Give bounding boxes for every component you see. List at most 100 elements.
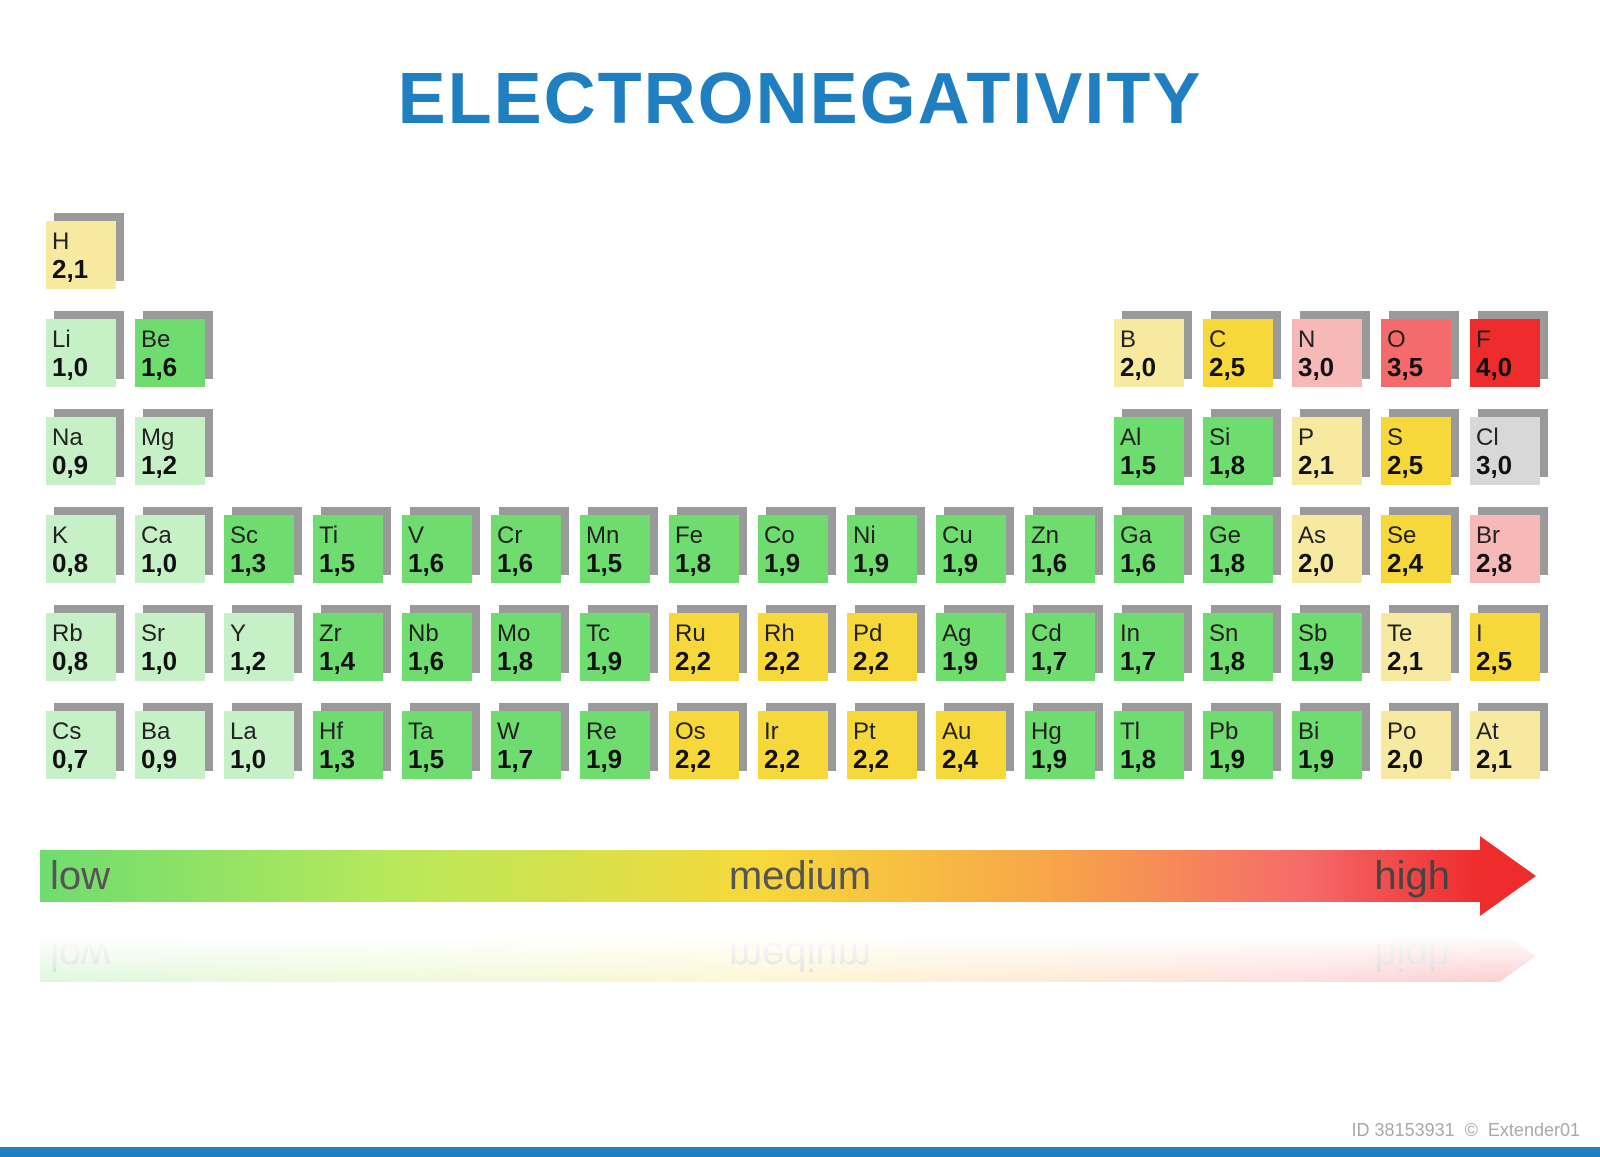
cell-slot: Ir2,2: [752, 705, 841, 803]
element-symbol: Au: [942, 719, 1000, 744]
image-credit: ID 38153931 © Extender01: [1352, 1120, 1580, 1141]
credit-author: Extender01: [1488, 1120, 1580, 1140]
element-cell-be: Be1,6: [135, 319, 205, 387]
element-cell-si: Si1,8: [1203, 417, 1273, 485]
element-cell-au: Au2,4: [936, 711, 1006, 779]
element-cell-ti: Ti1,5: [313, 515, 383, 583]
element-symbol: Tl: [1120, 719, 1178, 744]
element-cell-al: Al1,5: [1114, 417, 1184, 485]
cell-face: Pb1,9: [1203, 711, 1273, 779]
cell-slot: Tc1,9: [574, 607, 663, 705]
element-value: 2,2: [853, 648, 911, 675]
element-symbol: Ru: [675, 621, 733, 646]
cell-face: Hg1,9: [1025, 711, 1095, 779]
page-title: ELECTRONEGATIVITY: [0, 58, 1600, 140]
cell-slot: [1019, 411, 1108, 509]
cell-slot: [218, 411, 307, 509]
element-cell-c: C2,5: [1203, 319, 1273, 387]
element-symbol: At: [1476, 719, 1534, 744]
element-value: 1,9: [1298, 648, 1356, 675]
cell-face: Ba0,9: [135, 711, 205, 779]
element-symbol: Sc: [230, 523, 288, 548]
cell-face: V1,6: [402, 515, 472, 583]
element-symbol: Ge: [1209, 523, 1267, 548]
cell-slot: [930, 313, 1019, 411]
element-symbol: Hf: [319, 719, 377, 744]
element-symbol: Se: [1387, 523, 1445, 548]
element-cell-rh: Rh2,2: [758, 613, 828, 681]
element-symbol: Fe: [675, 523, 733, 548]
element-symbol: Cs: [52, 719, 110, 744]
cell-slot: Sn1,8: [1197, 607, 1286, 705]
element-value: 1,4: [319, 648, 377, 675]
element-value: 1,9: [1298, 746, 1356, 773]
element-cell-cr: Cr1,6: [491, 515, 561, 583]
cell-slot: Nb1,6: [396, 607, 485, 705]
element-cell-mn: Mn1,5: [580, 515, 650, 583]
cell-face: C2,5: [1203, 319, 1273, 387]
cell-slot: [1464, 215, 1553, 313]
element-value: 1,8: [497, 648, 555, 675]
element-symbol: W: [497, 719, 555, 744]
element-cell-ba: Ba0,9: [135, 711, 205, 779]
cell-slot: W1,7: [485, 705, 574, 803]
element-symbol: Br: [1476, 523, 1534, 548]
element-value: 1,5: [319, 550, 377, 577]
element-value: 1,9: [764, 550, 822, 577]
element-symbol: Mg: [141, 425, 199, 450]
cell-slot: [1019, 313, 1108, 411]
cell-slot: [1019, 215, 1108, 313]
cell-face: Nb1,6: [402, 613, 472, 681]
cell-slot: [574, 411, 663, 509]
cell-face: Zn1,6: [1025, 515, 1095, 583]
cell-face: Mn1,5: [580, 515, 650, 583]
cell-slot: Cu1,9: [930, 509, 1019, 607]
element-value: 1,5: [408, 746, 466, 773]
cell-slot: Cd1,7: [1019, 607, 1108, 705]
cell-slot: In1,7: [1108, 607, 1197, 705]
element-value: 1,0: [141, 550, 199, 577]
element-cell-pt: Pt2,2: [847, 711, 917, 779]
element-value: 1,6: [497, 550, 555, 577]
table-row: K0,8Ca1,0Sc1,3Ti1,5V1,6Cr1,6Mn1,5Fe1,8Co…: [40, 509, 1560, 607]
cell-slot: [129, 215, 218, 313]
element-value: 2,4: [942, 746, 1000, 773]
element-value: 0,9: [141, 746, 199, 773]
element-symbol: Cl: [1476, 425, 1534, 450]
element-symbol: B: [1120, 327, 1178, 352]
cell-slot: Rb0,8: [40, 607, 129, 705]
element-value: 3,0: [1476, 452, 1534, 479]
cell-face: Pt2,2: [847, 711, 917, 779]
cell-face: Al1,5: [1114, 417, 1184, 485]
element-cell-te: Te2,1: [1381, 613, 1451, 681]
element-value: 1,3: [230, 550, 288, 577]
element-cell-y: Y1,2: [224, 613, 294, 681]
cell-face: Br2,8: [1470, 515, 1540, 583]
legend-label-high: high: [1374, 933, 1450, 978]
element-value: 0,8: [52, 550, 110, 577]
element-value: 4,0: [1476, 354, 1534, 381]
cell-slot: [663, 215, 752, 313]
cell-slot: Si1,8: [1197, 411, 1286, 509]
element-value: 2,0: [1298, 550, 1356, 577]
cell-face: Po2,0: [1381, 711, 1451, 779]
cell-face: As2,0: [1292, 515, 1362, 583]
cell-face: Co1,9: [758, 515, 828, 583]
legend-labels: lowmediumhigh: [40, 930, 1560, 982]
element-cell-ru: Ru2,2: [669, 613, 739, 681]
element-value: 1,9: [586, 746, 644, 773]
element-value: 2,1: [1298, 452, 1356, 479]
element-symbol: Rb: [52, 621, 110, 646]
element-symbol: Cr: [497, 523, 555, 548]
cell-slot: [930, 411, 1019, 509]
element-symbol: S: [1387, 425, 1445, 450]
cell-slot: B2,0: [1108, 313, 1197, 411]
element-value: 2,2: [764, 648, 822, 675]
element-symbol: Li: [52, 327, 110, 352]
element-value: 2,1: [1387, 648, 1445, 675]
cell-slot: [841, 411, 930, 509]
element-value: 0,9: [52, 452, 110, 479]
cell-slot: [307, 215, 396, 313]
element-symbol: Re: [586, 719, 644, 744]
cell-face: N3,0: [1292, 319, 1362, 387]
